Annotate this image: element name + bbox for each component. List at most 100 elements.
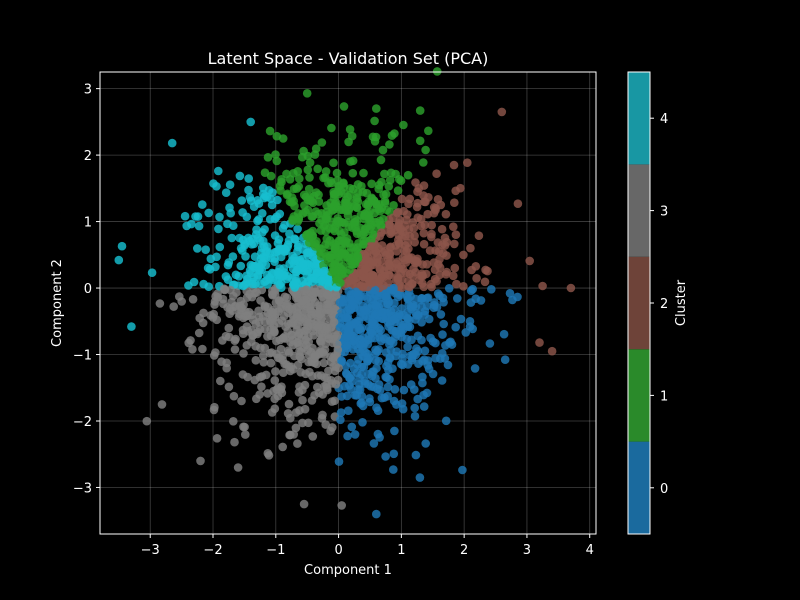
- colorbar-segment: [628, 441, 650, 534]
- scatter-point: [331, 291, 341, 300]
- scatter-point: [401, 231, 410, 241]
- x-tick-label: −3: [141, 543, 160, 558]
- scatter-point: [358, 418, 367, 427]
- scatter-point: [316, 252, 325, 261]
- scatter-point: [280, 247, 289, 256]
- scatter-point: [304, 418, 313, 428]
- scatter-point: [334, 257, 344, 267]
- scatter-point: [229, 417, 238, 426]
- scatter-point: [300, 380, 310, 390]
- scatter-point: [267, 348, 276, 357]
- scatter-point: [451, 186, 461, 196]
- scatter-point: [329, 187, 339, 197]
- scatter-point: [386, 229, 395, 239]
- scatter-point: [438, 330, 447, 339]
- scatter-point: [227, 233, 237, 243]
- scatter-point: [234, 272, 244, 281]
- scatter-point: [311, 207, 321, 216]
- colorbar-segment: [628, 256, 650, 350]
- scatter-point: [417, 318, 426, 327]
- scatter-point: [404, 254, 414, 264]
- scatter-point: [272, 336, 281, 346]
- scatter-point: [365, 394, 374, 403]
- scatter-point: [229, 291, 238, 301]
- scatter-point: [436, 200, 446, 210]
- scatter-point: [253, 272, 262, 281]
- scatter-point: [238, 370, 248, 379]
- scatter-point: [308, 371, 317, 381]
- scatter-point: [299, 190, 309, 200]
- scatter-point: [337, 248, 347, 258]
- scatter-point: [367, 256, 377, 266]
- scatter-point: [259, 183, 268, 193]
- scatter-point: [419, 239, 429, 249]
- scatter-point: [294, 388, 304, 397]
- scatter-point: [367, 371, 377, 381]
- scatter-point: [379, 281, 389, 290]
- scatter-point: [217, 357, 226, 367]
- scatter-point: [329, 362, 339, 371]
- y-tick-label: −2: [73, 415, 92, 430]
- scatter-point: [335, 205, 344, 215]
- scatter-point: [236, 296, 245, 306]
- scatter-point: [378, 307, 387, 317]
- scatter-point: [372, 509, 381, 519]
- scatter-point: [266, 358, 276, 368]
- scatter-point: [194, 328, 204, 338]
- scatter-point: [393, 207, 403, 217]
- scatter-point: [352, 273, 361, 283]
- scatter-point: [336, 415, 345, 425]
- scatter-point: [422, 293, 432, 303]
- scatter-point: [419, 228, 429, 238]
- scatter-point: [343, 323, 353, 332]
- scatter-point: [421, 439, 431, 448]
- scatter-point: [274, 270, 283, 280]
- x-tick-label: 1: [397, 543, 405, 558]
- scatter-point: [395, 215, 405, 225]
- scatter-point: [324, 277, 333, 287]
- scatter-point: [330, 226, 339, 236]
- scatter-point: [233, 463, 243, 472]
- scatter-point: [451, 230, 461, 239]
- scatter-point: [268, 286, 277, 296]
- scatter-point: [323, 300, 333, 309]
- scatter-point: [155, 299, 165, 308]
- scatter-point: [303, 266, 313, 276]
- scatter-point: [361, 306, 371, 316]
- scatter-point: [314, 311, 323, 321]
- scatter-point: [391, 241, 401, 250]
- scatter-point: [319, 358, 329, 368]
- y-axis-label: Component 2: [50, 259, 65, 347]
- scatter-point: [353, 180, 363, 189]
- scatter-point: [282, 293, 292, 303]
- scatter-point: [352, 202, 362, 212]
- scatter-point: [278, 442, 288, 452]
- scatter-point: [432, 67, 442, 76]
- scatter-point: [307, 396, 317, 405]
- scatter-point: [380, 169, 389, 179]
- scatter-point: [388, 286, 398, 295]
- scatter-point: [429, 203, 439, 212]
- scatter-point: [262, 270, 272, 280]
- scatter-point: [201, 245, 210, 254]
- scatter-point: [259, 358, 269, 367]
- scatter-point: [198, 200, 207, 209]
- scatter-point: [182, 221, 191, 231]
- scatter-point: [303, 345, 313, 355]
- chart-title: Latent Space - Validation Set (PCA): [208, 49, 489, 68]
- scatter-point: [361, 264, 370, 274]
- scatter-point: [292, 312, 302, 322]
- scatter-point: [347, 422, 357, 432]
- scatter-point: [430, 300, 439, 310]
- scatter-point: [203, 263, 213, 273]
- scatter-point: [411, 308, 421, 318]
- scatter-point: [209, 405, 219, 415]
- scatter-point: [230, 336, 240, 346]
- scatter-point: [198, 344, 207, 354]
- scatter-point: [355, 380, 364, 389]
- scatter-point: [244, 174, 253, 183]
- scatter-point: [335, 312, 344, 322]
- scatter-point: [193, 244, 202, 253]
- scatter-point: [566, 283, 576, 293]
- scatter-point: [547, 346, 557, 356]
